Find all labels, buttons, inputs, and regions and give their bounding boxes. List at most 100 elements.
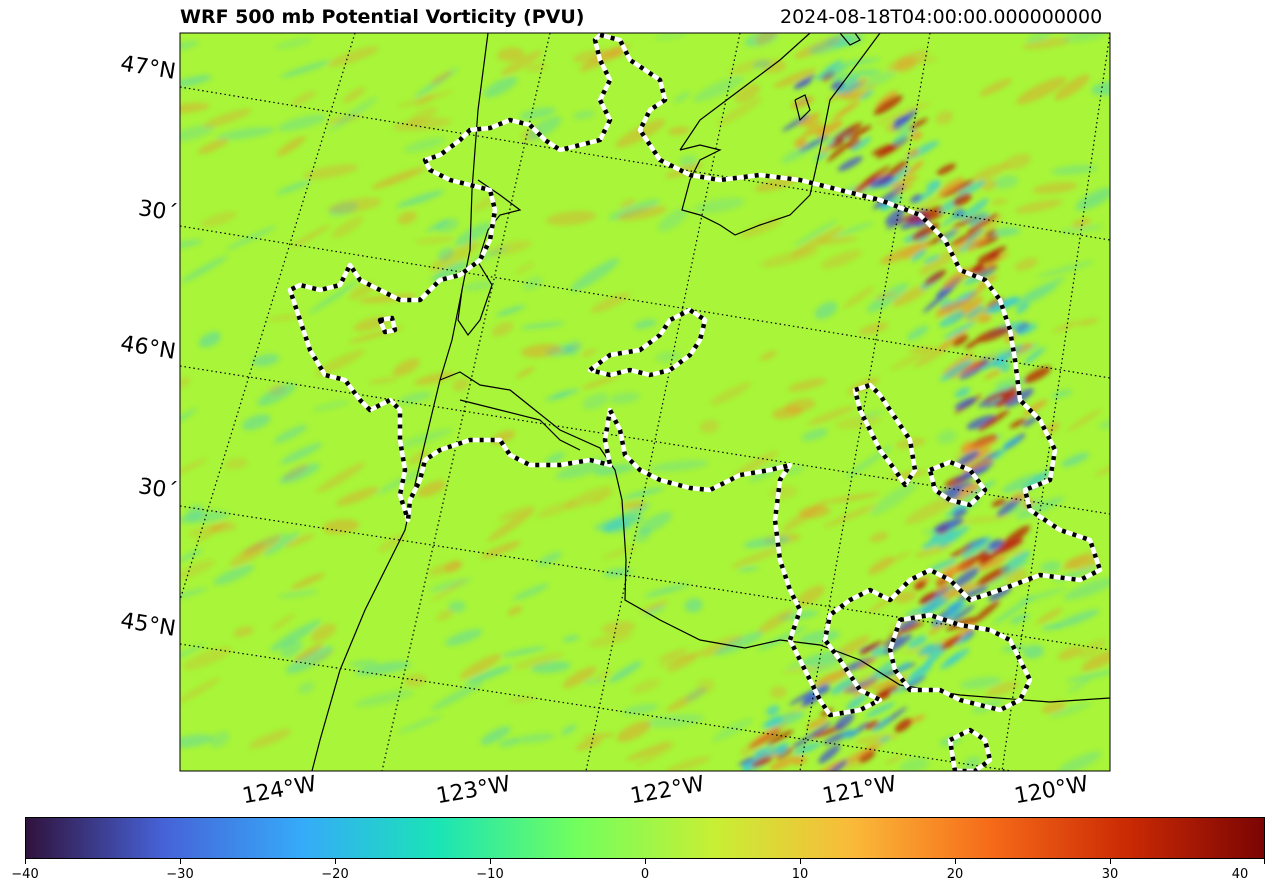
pv-anomaly — [666, 653, 699, 672]
pv-anomaly — [928, 558, 958, 572]
pv-anomaly — [923, 254, 941, 264]
pv-anomaly — [924, 269, 947, 286]
pv-anomaly — [315, 349, 365, 376]
pv-anomaly — [865, 702, 896, 718]
pv-anomaly — [1014, 199, 1063, 214]
pv-contour-dash — [927, 459, 988, 508]
pv-anomaly — [865, 720, 880, 730]
pv-anomaly — [842, 683, 857, 694]
pv-anomaly — [955, 450, 980, 467]
colorbar-label: −10 — [476, 867, 504, 882]
pv-anomaly — [1001, 385, 1018, 399]
pv-anomaly — [180, 40, 198, 51]
pv-anomaly — [935, 110, 954, 125]
pv-anomaly — [570, 258, 620, 292]
pv-anomaly — [396, 190, 444, 208]
pv-anomaly — [910, 248, 927, 262]
pv-anomaly — [907, 656, 939, 679]
pv-anomaly — [738, 756, 755, 766]
pv-anomaly — [823, 504, 878, 528]
pv-anomaly — [951, 604, 975, 623]
colorbar-label: −20 — [321, 867, 349, 882]
pv-anomaly — [1023, 366, 1051, 384]
pv-anomaly — [392, 358, 420, 377]
pv-anomaly — [992, 175, 1018, 189]
pv-anomaly — [180, 644, 205, 663]
pv-anomaly — [1002, 472, 1044, 493]
pv-anomaly — [257, 383, 296, 406]
pv-anomaly — [1061, 550, 1097, 571]
pv-anomaly — [843, 81, 862, 95]
pv-anomaly — [853, 172, 880, 195]
pv-anomaly — [755, 33, 779, 45]
pv-anomaly — [815, 684, 831, 695]
pv-anomaly — [990, 447, 1008, 462]
pv-anomaly — [968, 211, 990, 227]
pv-anomaly — [445, 629, 483, 646]
map-area — [180, 33, 1110, 771]
pv-anomaly — [892, 134, 908, 146]
pv-anomaly — [655, 351, 681, 362]
pv-anomaly — [377, 533, 406, 553]
pv-anomaly — [996, 496, 1022, 517]
pv-anomaly — [1094, 462, 1110, 477]
pv-anomaly — [897, 661, 911, 672]
pv-anomaly — [286, 646, 334, 674]
pv-anomaly — [1049, 702, 1091, 718]
pv-anomaly — [991, 498, 1007, 507]
pv-anomaly — [631, 678, 661, 694]
pv-anomaly — [767, 729, 794, 746]
pv-anomaly — [833, 122, 863, 142]
pv-anomaly — [837, 156, 863, 172]
pv-anomaly — [922, 287, 954, 313]
pv-anomaly — [658, 208, 689, 232]
colorbar-label: −40 — [11, 867, 39, 882]
pv-anomaly — [1099, 419, 1110, 429]
pv-anomaly — [714, 631, 764, 656]
pv-anomaly — [986, 559, 1031, 588]
pv-anomaly — [867, 556, 894, 576]
pv-anomaly — [515, 262, 535, 274]
colorbar — [25, 817, 1265, 859]
pv-anomaly — [331, 216, 364, 238]
pv-anomaly — [991, 539, 1024, 556]
pv-anomaly — [1002, 437, 1022, 448]
pv-anomaly — [552, 390, 570, 400]
pv-anomaly — [316, 462, 366, 493]
pv-anomaly — [673, 91, 691, 103]
pv-anomaly — [801, 428, 828, 441]
pv-anomaly — [327, 46, 379, 67]
pv-anomaly — [972, 264, 986, 275]
pv-anomaly — [1078, 639, 1107, 659]
pv-anomaly — [634, 319, 657, 329]
colorbar-tick — [25, 859, 26, 864]
pv-anomaly — [417, 480, 446, 497]
pv-anomaly — [414, 236, 455, 244]
pv-anomaly — [183, 646, 232, 670]
pv-anomaly — [731, 546, 783, 568]
pv-anomaly — [667, 126, 690, 136]
pv-anomaly — [846, 693, 868, 711]
pv-anomaly — [815, 59, 843, 81]
pv-anomaly — [743, 758, 760, 770]
pv-anomaly — [717, 97, 763, 126]
pv-anomaly — [180, 124, 215, 142]
pv-anomaly — [976, 550, 990, 562]
colorbar-tick — [1264, 859, 1265, 864]
pv-anomaly — [938, 525, 970, 549]
pv-anomaly — [818, 66, 847, 80]
pv-anomaly — [180, 102, 210, 114]
pv-anomaly — [830, 677, 857, 695]
pv-anomaly — [397, 90, 454, 108]
pv-contour-line — [852, 382, 918, 488]
pv-anomaly — [516, 367, 535, 378]
pv-anomaly — [448, 600, 466, 613]
pv-anomaly — [857, 70, 896, 90]
pv-anomaly — [908, 346, 936, 353]
pv-anomaly — [960, 676, 1002, 689]
pv-anomaly — [1032, 182, 1078, 194]
pv-anomaly — [914, 580, 927, 590]
pv-anomaly — [893, 590, 917, 603]
pv-anomaly — [750, 756, 773, 768]
pv-anomaly — [734, 84, 761, 103]
